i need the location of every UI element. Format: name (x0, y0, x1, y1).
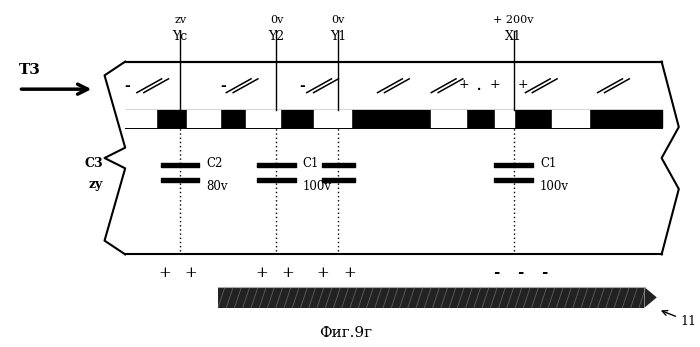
Text: +: + (159, 266, 172, 280)
Text: -: - (517, 266, 524, 280)
Text: -: - (494, 266, 500, 280)
Text: +: + (281, 266, 294, 280)
Text: T3: T3 (19, 63, 41, 77)
Text: X1: X1 (505, 30, 522, 43)
Text: Y1: Y1 (330, 30, 346, 43)
Text: 80v: 80v (206, 180, 228, 193)
Polygon shape (645, 287, 657, 308)
Text: Фиг.9г: Фиг.9г (318, 327, 372, 340)
Text: 0v: 0v (332, 16, 345, 25)
Text: +: + (317, 266, 330, 280)
Text: .: . (476, 75, 482, 93)
Text: 0v: 0v (270, 16, 284, 25)
Text: C3: C3 (85, 157, 103, 170)
Text: C1: C1 (540, 157, 557, 170)
Text: C2: C2 (206, 157, 223, 170)
Text: -: - (220, 79, 225, 93)
Text: zy: zy (89, 178, 103, 191)
Text: 11: 11 (662, 311, 697, 328)
Text: -: - (300, 79, 305, 93)
Text: +: + (517, 77, 528, 91)
Text: -: - (542, 266, 548, 280)
Bar (218, 287, 645, 308)
Text: zv: zv (174, 16, 186, 25)
Text: 100v: 100v (302, 180, 332, 193)
Text: +: + (459, 77, 470, 91)
Text: Yc: Yc (173, 30, 188, 43)
Text: Y2: Y2 (268, 30, 284, 43)
Text: +: + (343, 266, 356, 280)
Text: +: + (490, 77, 500, 91)
Text: 100v: 100v (540, 180, 569, 193)
Text: -: - (125, 79, 130, 93)
Text: C1: C1 (302, 157, 319, 170)
Text: +: + (185, 266, 197, 280)
Text: +: + (255, 266, 267, 280)
Text: + 200v: + 200v (494, 16, 534, 25)
